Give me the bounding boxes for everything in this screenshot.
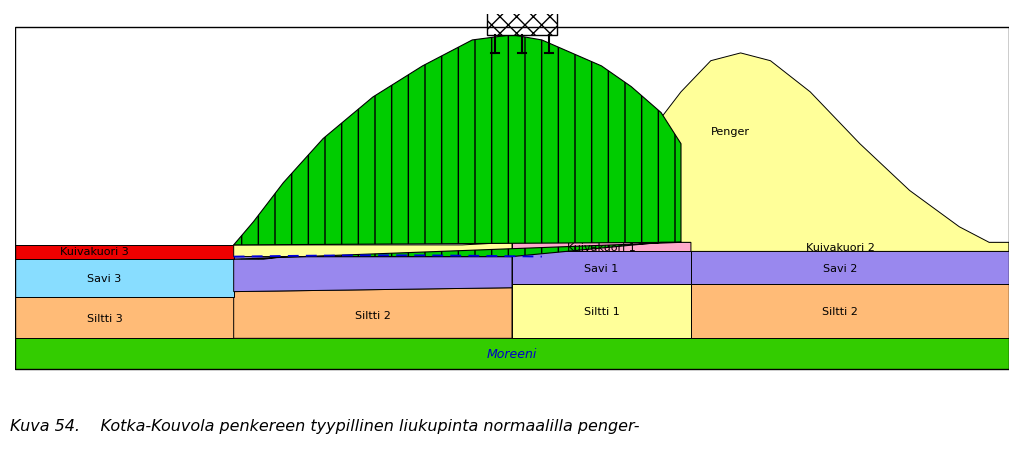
Text: Siltti 3: Siltti 3 [87, 313, 122, 323]
Polygon shape [233, 257, 512, 292]
Text: Savi 1: Savi 1 [585, 263, 618, 273]
Polygon shape [691, 252, 1009, 284]
Text: Siltti 1: Siltti 1 [584, 306, 620, 317]
Text: Moreeni: Moreeni [486, 348, 538, 361]
Polygon shape [512, 243, 691, 252]
Text: Kuivakuori 2: Kuivakuori 2 [806, 242, 874, 252]
Polygon shape [233, 36, 681, 260]
Text: Savi 2: Savi 2 [823, 263, 857, 273]
Text: Penger: Penger [712, 126, 751, 137]
Polygon shape [691, 284, 1009, 339]
Text: Kuivakuori 3: Kuivakuori 3 [60, 246, 129, 256]
Text: Kuva 54.    Kotka-Kouvola penkereen tyypillinen liukupinta normaalilla penger-: Kuva 54. Kotka-Kouvola penkereen tyypill… [10, 418, 640, 433]
Text: Siltti 2: Siltti 2 [822, 306, 858, 317]
Polygon shape [487, 5, 557, 36]
Text: Siltti 2: Siltti 2 [355, 310, 391, 320]
Polygon shape [15, 245, 233, 260]
Text: Savi 3: Savi 3 [87, 273, 122, 283]
Polygon shape [512, 252, 691, 284]
Polygon shape [512, 284, 691, 339]
Text: Kuivakuori 1: Kuivakuori 1 [567, 242, 636, 252]
Polygon shape [233, 54, 1009, 257]
Polygon shape [15, 339, 1009, 370]
Polygon shape [233, 288, 512, 339]
Polygon shape [691, 243, 1009, 252]
Polygon shape [15, 297, 233, 339]
Polygon shape [15, 260, 233, 297]
